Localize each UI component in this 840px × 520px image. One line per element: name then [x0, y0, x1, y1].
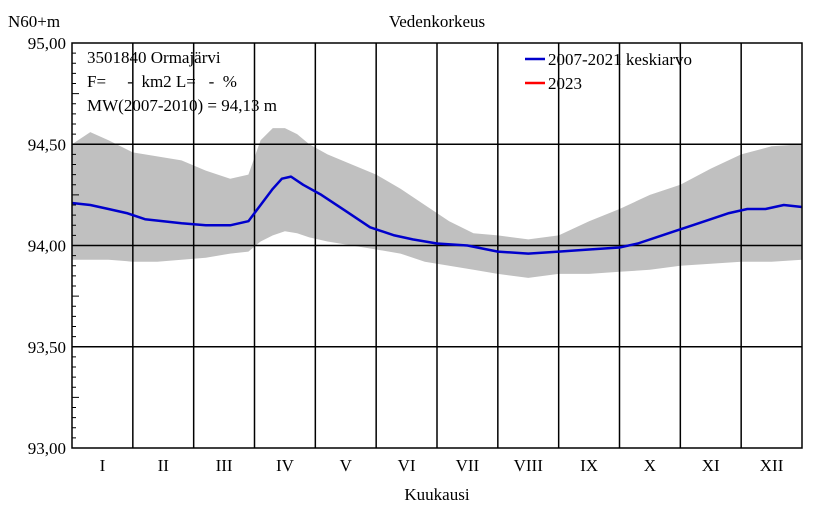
- info-area: F= - km2 L= - %: [87, 72, 237, 91]
- x-tick-label: X: [644, 456, 656, 475]
- legend-label-2023: 2023: [548, 74, 582, 93]
- legend: 2007-2021 keskiarvo 2023: [525, 50, 692, 93]
- series-line: [71, 175, 803, 255]
- y-tick-label: 94,00: [28, 237, 66, 256]
- x-tick-label: VII: [456, 456, 480, 475]
- chart-title: Vedenkorkeus: [389, 12, 485, 31]
- x-tick-label: I: [100, 456, 106, 475]
- x-tick-label: XI: [702, 456, 720, 475]
- x-tick-label: VIII: [514, 456, 544, 475]
- x-tick-label: IV: [276, 456, 295, 475]
- x-tick-label: VI: [398, 456, 416, 475]
- y-tick-label: 95,00: [28, 34, 66, 53]
- info-mean: MW(2007-2010) = 94,13 m: [87, 96, 277, 115]
- grid-layer: [72, 43, 802, 448]
- info-station: 3501840 Ormajärvi: [87, 48, 221, 67]
- x-tick-label: V: [340, 456, 353, 475]
- legend-label-mean: 2007-2021 keskiarvo: [548, 50, 692, 69]
- x-tick-label: III: [216, 456, 233, 475]
- y-axis-label: N60+m: [8, 12, 60, 31]
- y-tick-layer: 93,00 93,50 94,00 94,50 95,00: [28, 34, 79, 458]
- x-tick-label: II: [158, 456, 170, 475]
- y-tick-label: 93,00: [28, 439, 66, 458]
- x-tick-label: XII: [760, 456, 784, 475]
- x-tick-label: IX: [580, 456, 598, 475]
- y-tick-label: 94,50: [28, 135, 66, 154]
- x-tick-layer: I II III IV V VI VII VIII IX X XI XII: [100, 456, 784, 475]
- y-tick-label: 93,50: [28, 338, 66, 357]
- series-layer: [71, 175, 803, 255]
- x-axis-label: Kuukausi: [404, 485, 469, 504]
